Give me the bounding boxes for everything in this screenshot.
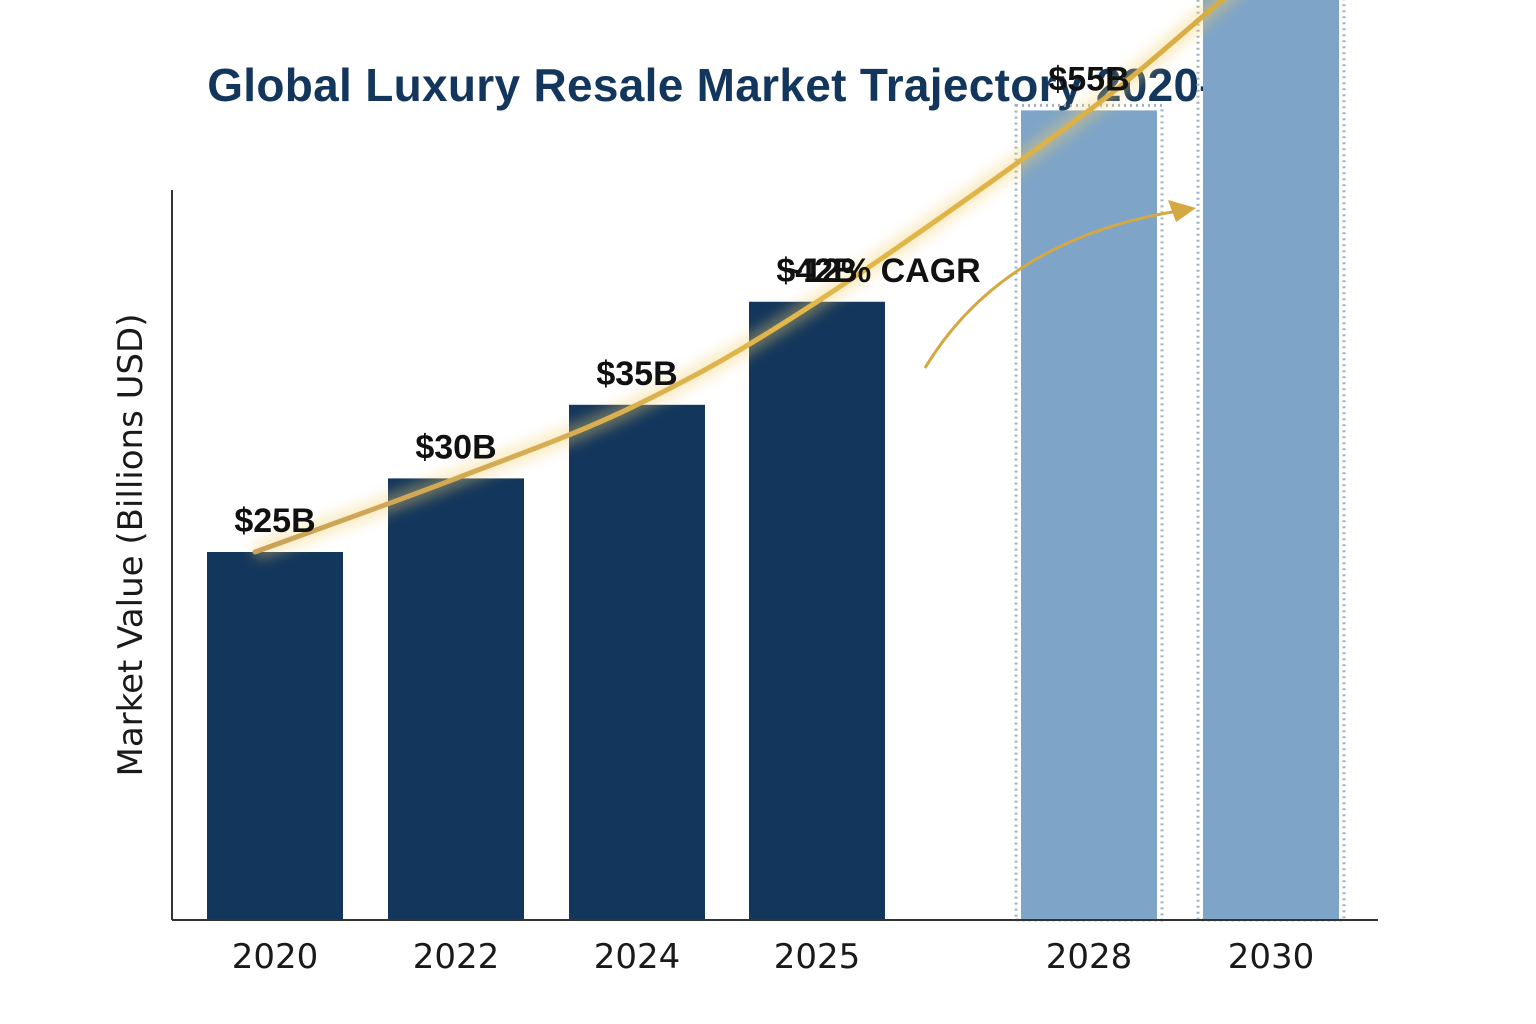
x-tick-label: 2030 — [1228, 937, 1315, 977]
x-tick-label: 2025 — [774, 937, 861, 977]
axes-layer — [171, 190, 1378, 921]
bars-layer — [207, 0, 1346, 922]
cagr-annotation: ~12% CAGR — [783, 252, 980, 290]
labels-layer: $25B$30B$35B$42B$55B$65B+202020222024202… — [232, 60, 1315, 977]
projected-bar-outline — [1196, 0, 1346, 922]
x-tick-label: 2024 — [594, 937, 681, 977]
value-label: $35B — [596, 355, 677, 393]
y-axis-title: Market Value (Billions USD) — [111, 313, 151, 776]
bar-2030 — [1203, 0, 1339, 920]
bar-2028 — [1021, 110, 1157, 920]
trend-layer — [252, 0, 1235, 560]
bar-2025 — [749, 301, 885, 920]
cagr-arrow — [923, 208, 1186, 369]
value-label: $55B — [1048, 60, 1129, 98]
value-label: $42B — [776, 252, 857, 290]
x-tick-label: 2020 — [232, 937, 319, 977]
cagr-arrow-head-icon — [1168, 200, 1196, 222]
bar-2022 — [388, 478, 524, 920]
x-tick-label: 2028 — [1046, 937, 1133, 977]
bar-2024 — [569, 404, 705, 920]
value-label: $30B — [415, 428, 496, 466]
value-label: $25B — [234, 502, 315, 540]
trend-line — [252, 0, 1227, 555]
bar-2020 — [207, 552, 343, 920]
x-tick-label: 2022 — [413, 937, 500, 977]
